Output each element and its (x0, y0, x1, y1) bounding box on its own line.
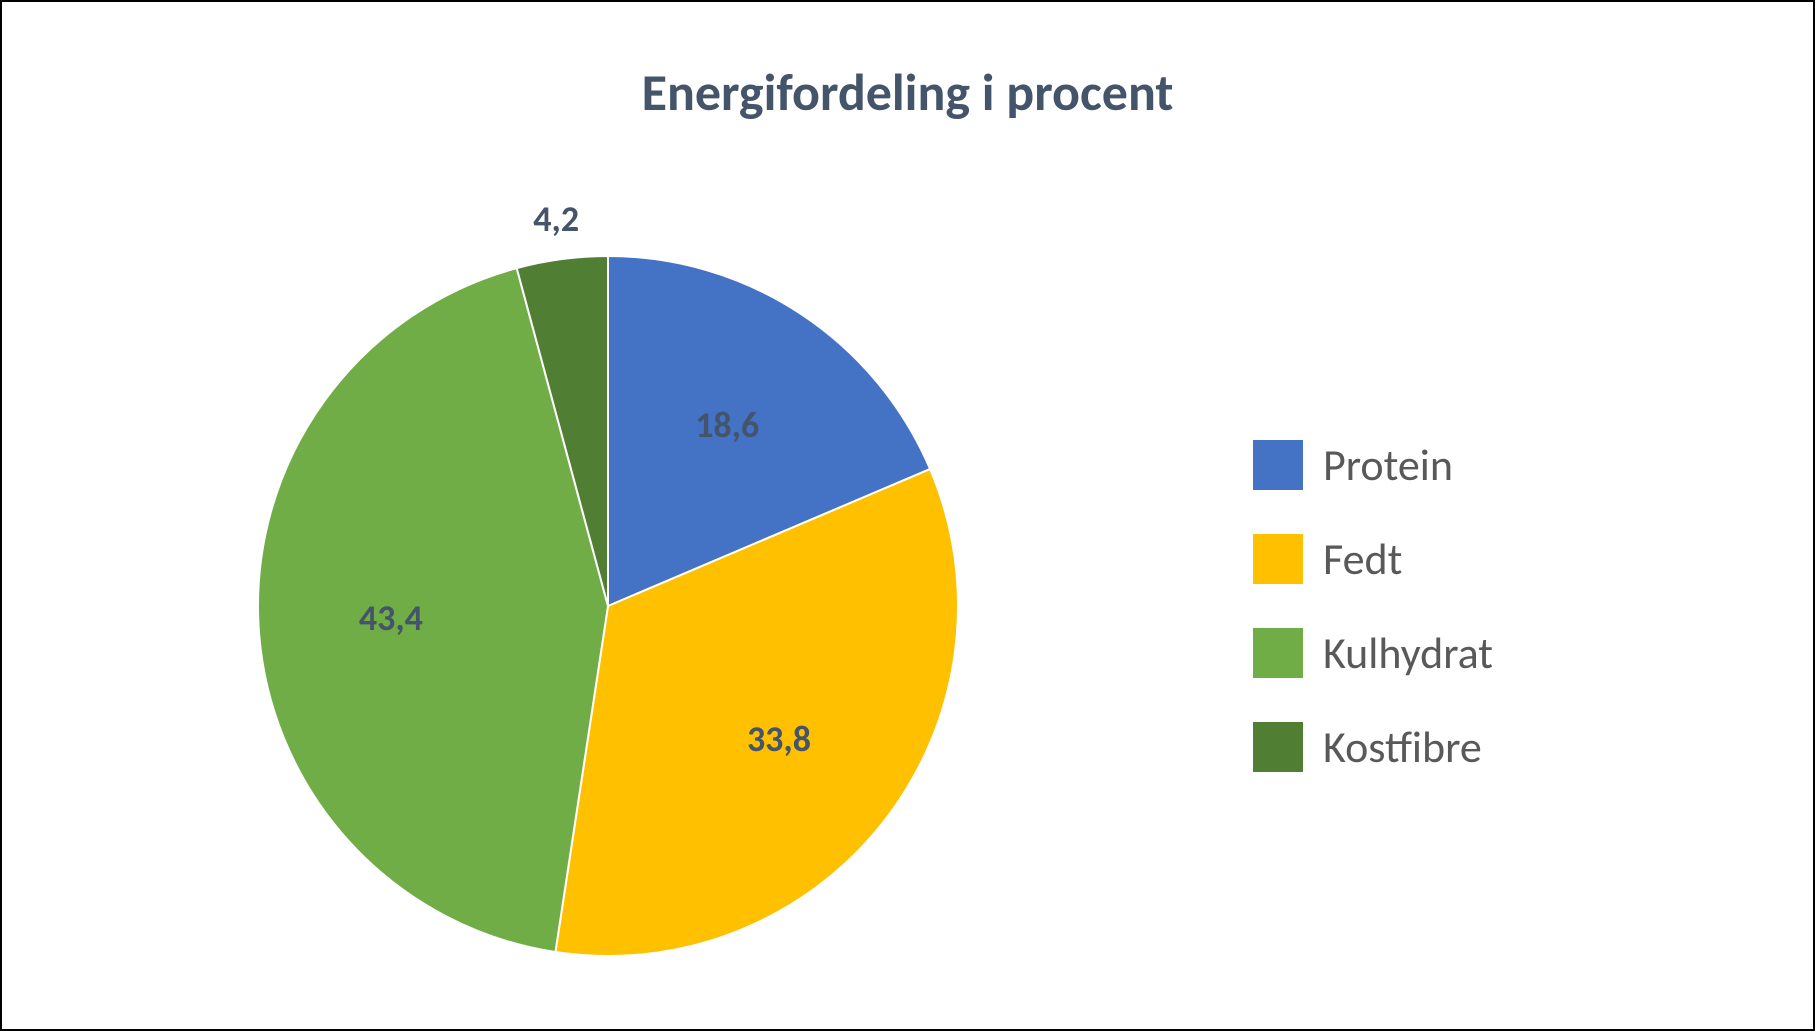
chart-title: Energifordeling i procent (642, 60, 1174, 124)
chart-title-area: Energifordeling i procent (2, 2, 1813, 182)
slice-label: 18,6 (695, 403, 759, 447)
legend-label: Kostfibre (1323, 720, 1482, 774)
legend-item: Fedt (1253, 532, 1813, 586)
chart-container: Energifordeling i procent 18,6 33,8 43,4 4,… (0, 0, 1815, 1031)
slice-label: 33,8 (747, 717, 811, 761)
slice-label: 43,4 (359, 596, 423, 640)
legend: Protein Fedt Kulhydrat Kostfibre (1213, 182, 1813, 1029)
legend-swatch (1253, 722, 1303, 772)
legend-swatch (1253, 628, 1303, 678)
legend-item: Protein (1253, 438, 1813, 492)
legend-swatch (1253, 534, 1303, 584)
legend-swatch (1253, 440, 1303, 490)
pie-wrap: 18,633,843,44,2 (258, 256, 958, 956)
legend-item: Kostfibre (1253, 720, 1813, 774)
slice-label: 4,2 (533, 197, 579, 241)
legend-label: Fedt (1323, 532, 1402, 586)
pie-area: 18,6 33,8 43,4 4,2 (2, 182, 1213, 1029)
legend-label: Protein (1323, 438, 1453, 492)
legend-label: Kulhydrat (1323, 626, 1493, 680)
legend-item: Kulhydrat (1253, 626, 1813, 680)
